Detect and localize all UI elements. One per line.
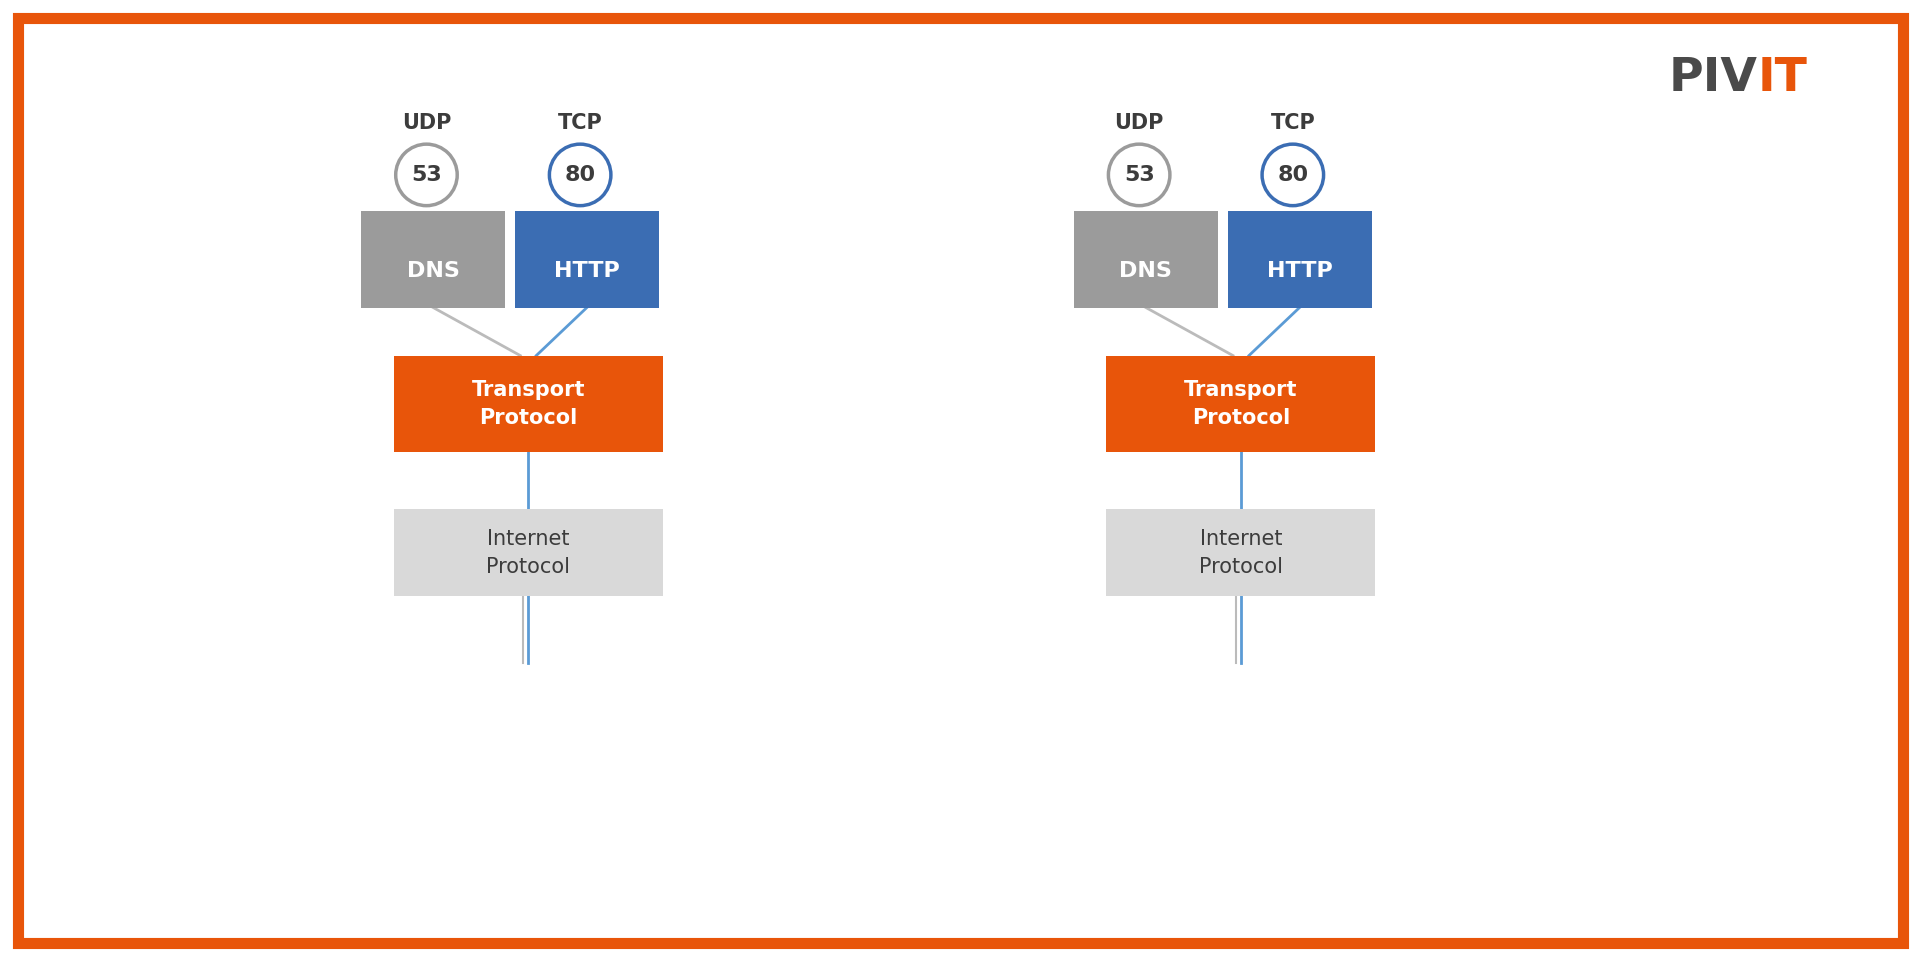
Text: PIV: PIV (1669, 57, 1758, 101)
Text: Internet
Protocol: Internet Protocol (486, 529, 571, 577)
Text: IT: IT (1758, 57, 1808, 101)
FancyBboxPatch shape (1106, 509, 1375, 596)
FancyBboxPatch shape (394, 356, 663, 452)
Text: TCP: TCP (557, 112, 603, 133)
Text: 80: 80 (1277, 165, 1308, 185)
Circle shape (549, 144, 611, 206)
Text: Transport
Protocol: Transport Protocol (471, 380, 586, 428)
Text: DNS: DNS (1120, 261, 1172, 281)
FancyBboxPatch shape (361, 211, 505, 308)
Text: HTTP: HTTP (553, 261, 620, 281)
FancyBboxPatch shape (394, 509, 663, 596)
FancyBboxPatch shape (1228, 211, 1372, 308)
Circle shape (1108, 144, 1170, 206)
Circle shape (396, 144, 457, 206)
Text: DNS: DNS (407, 261, 459, 281)
Circle shape (1262, 144, 1324, 206)
Text: Transport
Protocol: Transport Protocol (1183, 380, 1299, 428)
Text: 80: 80 (565, 165, 596, 185)
Text: HTTP: HTTP (1266, 261, 1333, 281)
FancyBboxPatch shape (1106, 356, 1375, 452)
Text: Internet
Protocol: Internet Protocol (1199, 529, 1283, 577)
Text: 53: 53 (411, 165, 442, 185)
Text: TCP: TCP (1270, 112, 1316, 133)
Text: UDP: UDP (1114, 112, 1164, 133)
Text: UDP: UDP (401, 112, 451, 133)
FancyBboxPatch shape (1074, 211, 1218, 308)
Text: 53: 53 (1124, 165, 1155, 185)
FancyBboxPatch shape (515, 211, 659, 308)
